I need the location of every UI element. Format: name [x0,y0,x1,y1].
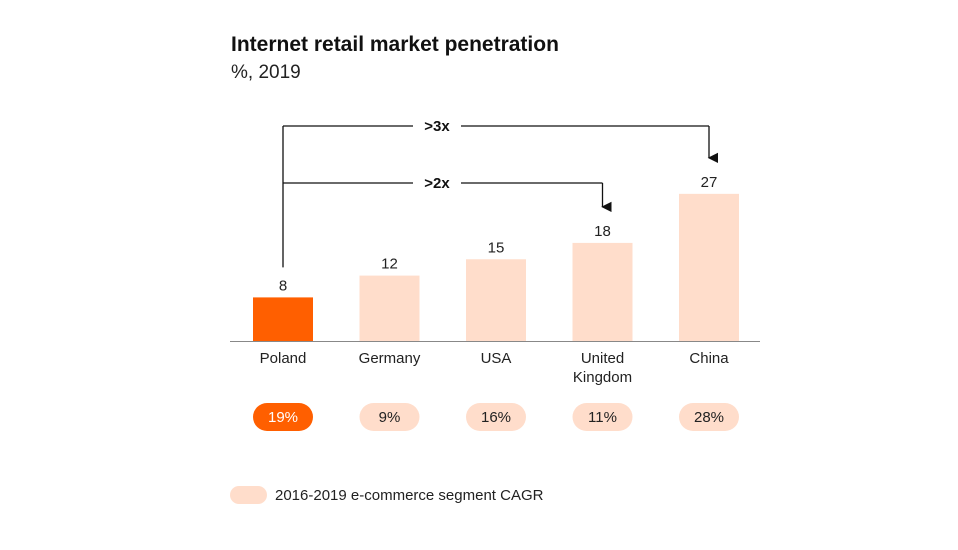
legend-swatch [230,486,267,504]
bar-1 [359,275,420,341]
cagr-label-4: 28% [694,409,724,426]
cagr-label-3: 11% [588,409,617,426]
comparison-label-1: >2x [424,175,450,192]
cagr-pill-0 [253,403,313,431]
bar-3 [572,242,633,341]
cagr-label-1: 9% [379,409,401,426]
legend-label: 2016-2019 e-commerce segment CAGR [275,486,544,504]
cagr-pill-1 [359,403,420,431]
category-label-3: United Kingdom [573,350,632,386]
cagr-label-0: 19% [268,409,298,426]
value-label-4: 27 [701,174,718,191]
comparison-label-0: >3x [424,118,450,135]
category-label-0: Poland [260,350,307,367]
bar-4 [679,193,739,341]
cagr-label-2: 16% [481,409,511,426]
chart-title: Internet retail market penetration [231,33,559,56]
cagr-pill-4 [679,403,739,431]
bar-2 [466,259,526,341]
value-label-2: 15 [488,239,505,256]
value-label-0: 8 [279,277,287,294]
legend: 2016-2019 e-commerce segment CAGR [230,486,543,504]
category-label-1: Germany [359,350,421,367]
bar-0 [253,297,313,341]
chart-subtitle: %, 2019 [231,62,301,83]
value-label-3: 18 [594,223,611,240]
value-label-1: 12 [381,256,398,273]
cagr-pill-2 [466,403,526,431]
cagr-pill-3 [572,403,633,431]
category-label-2: USA [481,350,512,367]
category-label-4: China [689,350,729,367]
